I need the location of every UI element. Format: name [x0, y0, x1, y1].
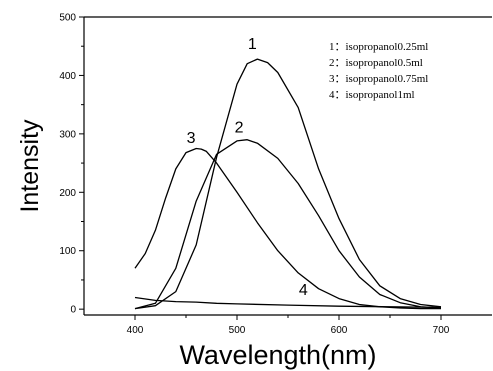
y-tick-label: 400 [59, 71, 76, 82]
legend-entry: 3：isopropanol0.75ml [329, 73, 428, 85]
x-tick-label: 400 [127, 325, 144, 336]
y-axis-title: Intensity [16, 119, 44, 213]
legend-entry: 4：isopropanol1ml [329, 89, 415, 101]
y-tick-label: 300 [59, 129, 76, 140]
y-tick-label: 500 [59, 13, 76, 24]
curve-label-2: 2 [235, 120, 244, 137]
curve-label-4: 4 [299, 282, 308, 299]
x-tick-label: 500 [229, 325, 246, 336]
curve-label-3: 3 [187, 130, 196, 147]
y-tick-label: 100 [59, 246, 76, 257]
x-tick-label: 600 [331, 325, 348, 336]
series-3-line [134, 147, 441, 310]
legend-entry: 1：isopropanol0.25ml [329, 41, 428, 53]
y-tick-label: 200 [59, 188, 76, 199]
legend-entry: 2：isopropanol0.5ml [329, 57, 423, 69]
y-tick-label: 0 [70, 305, 76, 316]
series-1-line [134, 58, 442, 310]
x-tick-label: 700 [433, 325, 450, 336]
series-4-line [134, 296, 442, 309]
series-2-line [134, 139, 442, 310]
curve-label-1: 1 [248, 36, 257, 53]
x-axis-title: Wavelength(nm) [179, 340, 376, 370]
